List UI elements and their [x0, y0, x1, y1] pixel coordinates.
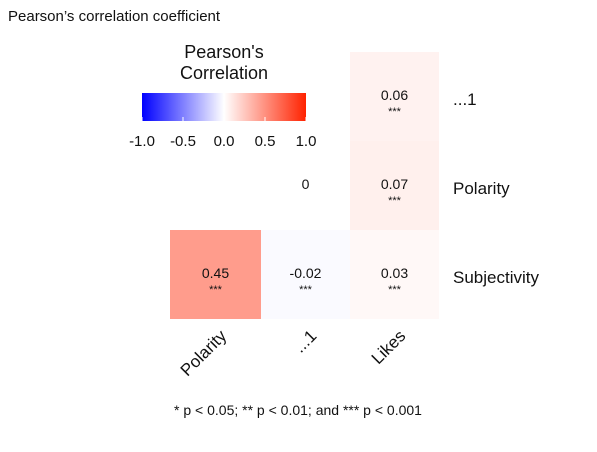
heatmap-cell: 0 [302, 176, 310, 192]
legend-tick-label: -1.0 [129, 133, 155, 150]
heatmap-cell-fill [261, 230, 350, 319]
cell-significance-label: *** [388, 106, 402, 118]
cell-value-label: 0.03 [381, 265, 408, 281]
heatmap-cell-fill [170, 230, 261, 319]
heatmap-cells: 0.06 *** 0 0.07 *** 0.45 *** -0.02 *** 0.03 *** [170, 52, 439, 319]
cell-significance-label: *** [388, 195, 402, 207]
heatmap-cell: 0.06 *** [350, 52, 439, 141]
column-label: Polarity [177, 326, 231, 380]
legend-tick-label: 0.5 [255, 133, 276, 150]
cell-value-label: 0.07 [381, 176, 408, 192]
heatmap-cell-fill [350, 52, 439, 141]
row-labels: ...1 Polarity Subjectivity [453, 90, 539, 287]
cell-value-label: 0 [302, 176, 310, 192]
heatmap-cell-fill [350, 230, 439, 319]
row-label: ...1 [453, 90, 477, 109]
cell-significance-label: *** [209, 284, 223, 296]
cell-value-label: 0.06 [381, 87, 408, 103]
column-label: ...1 [290, 326, 320, 356]
cell-significance-label: *** [299, 284, 313, 296]
cell-value-label: 0.45 [202, 265, 229, 281]
heatmap-cell: 0.45 *** [170, 230, 261, 319]
legend-tick-label: -0.5 [170, 133, 196, 150]
legend-tick-label: 1.0 [296, 133, 317, 150]
heatmap-cell: -0.02 *** [261, 230, 350, 319]
column-labels: Polarity ...1 Likes [177, 326, 410, 380]
significance-footnote: * p < 0.05; ** p < 0.01; and *** p < 0.0… [174, 402, 422, 418]
heatmap-cell-fill [350, 141, 439, 230]
legend-tick-label: 0.0 [214, 133, 235, 150]
cell-value-label: -0.02 [290, 265, 322, 281]
legend-title: Correlation [180, 63, 268, 83]
row-label: Polarity [453, 179, 510, 198]
row-label: Subjectivity [453, 268, 539, 287]
legend-title: Pearson's [184, 42, 263, 62]
page-title: Pearson’s correlation coefficient [8, 8, 221, 25]
heatmap-cell: 0.07 *** [350, 141, 439, 230]
cell-significance-label: *** [388, 284, 402, 296]
legend-colorbar [142, 93, 306, 121]
heatmap-cell: 0.03 *** [350, 230, 439, 319]
column-label: Likes [368, 326, 409, 367]
